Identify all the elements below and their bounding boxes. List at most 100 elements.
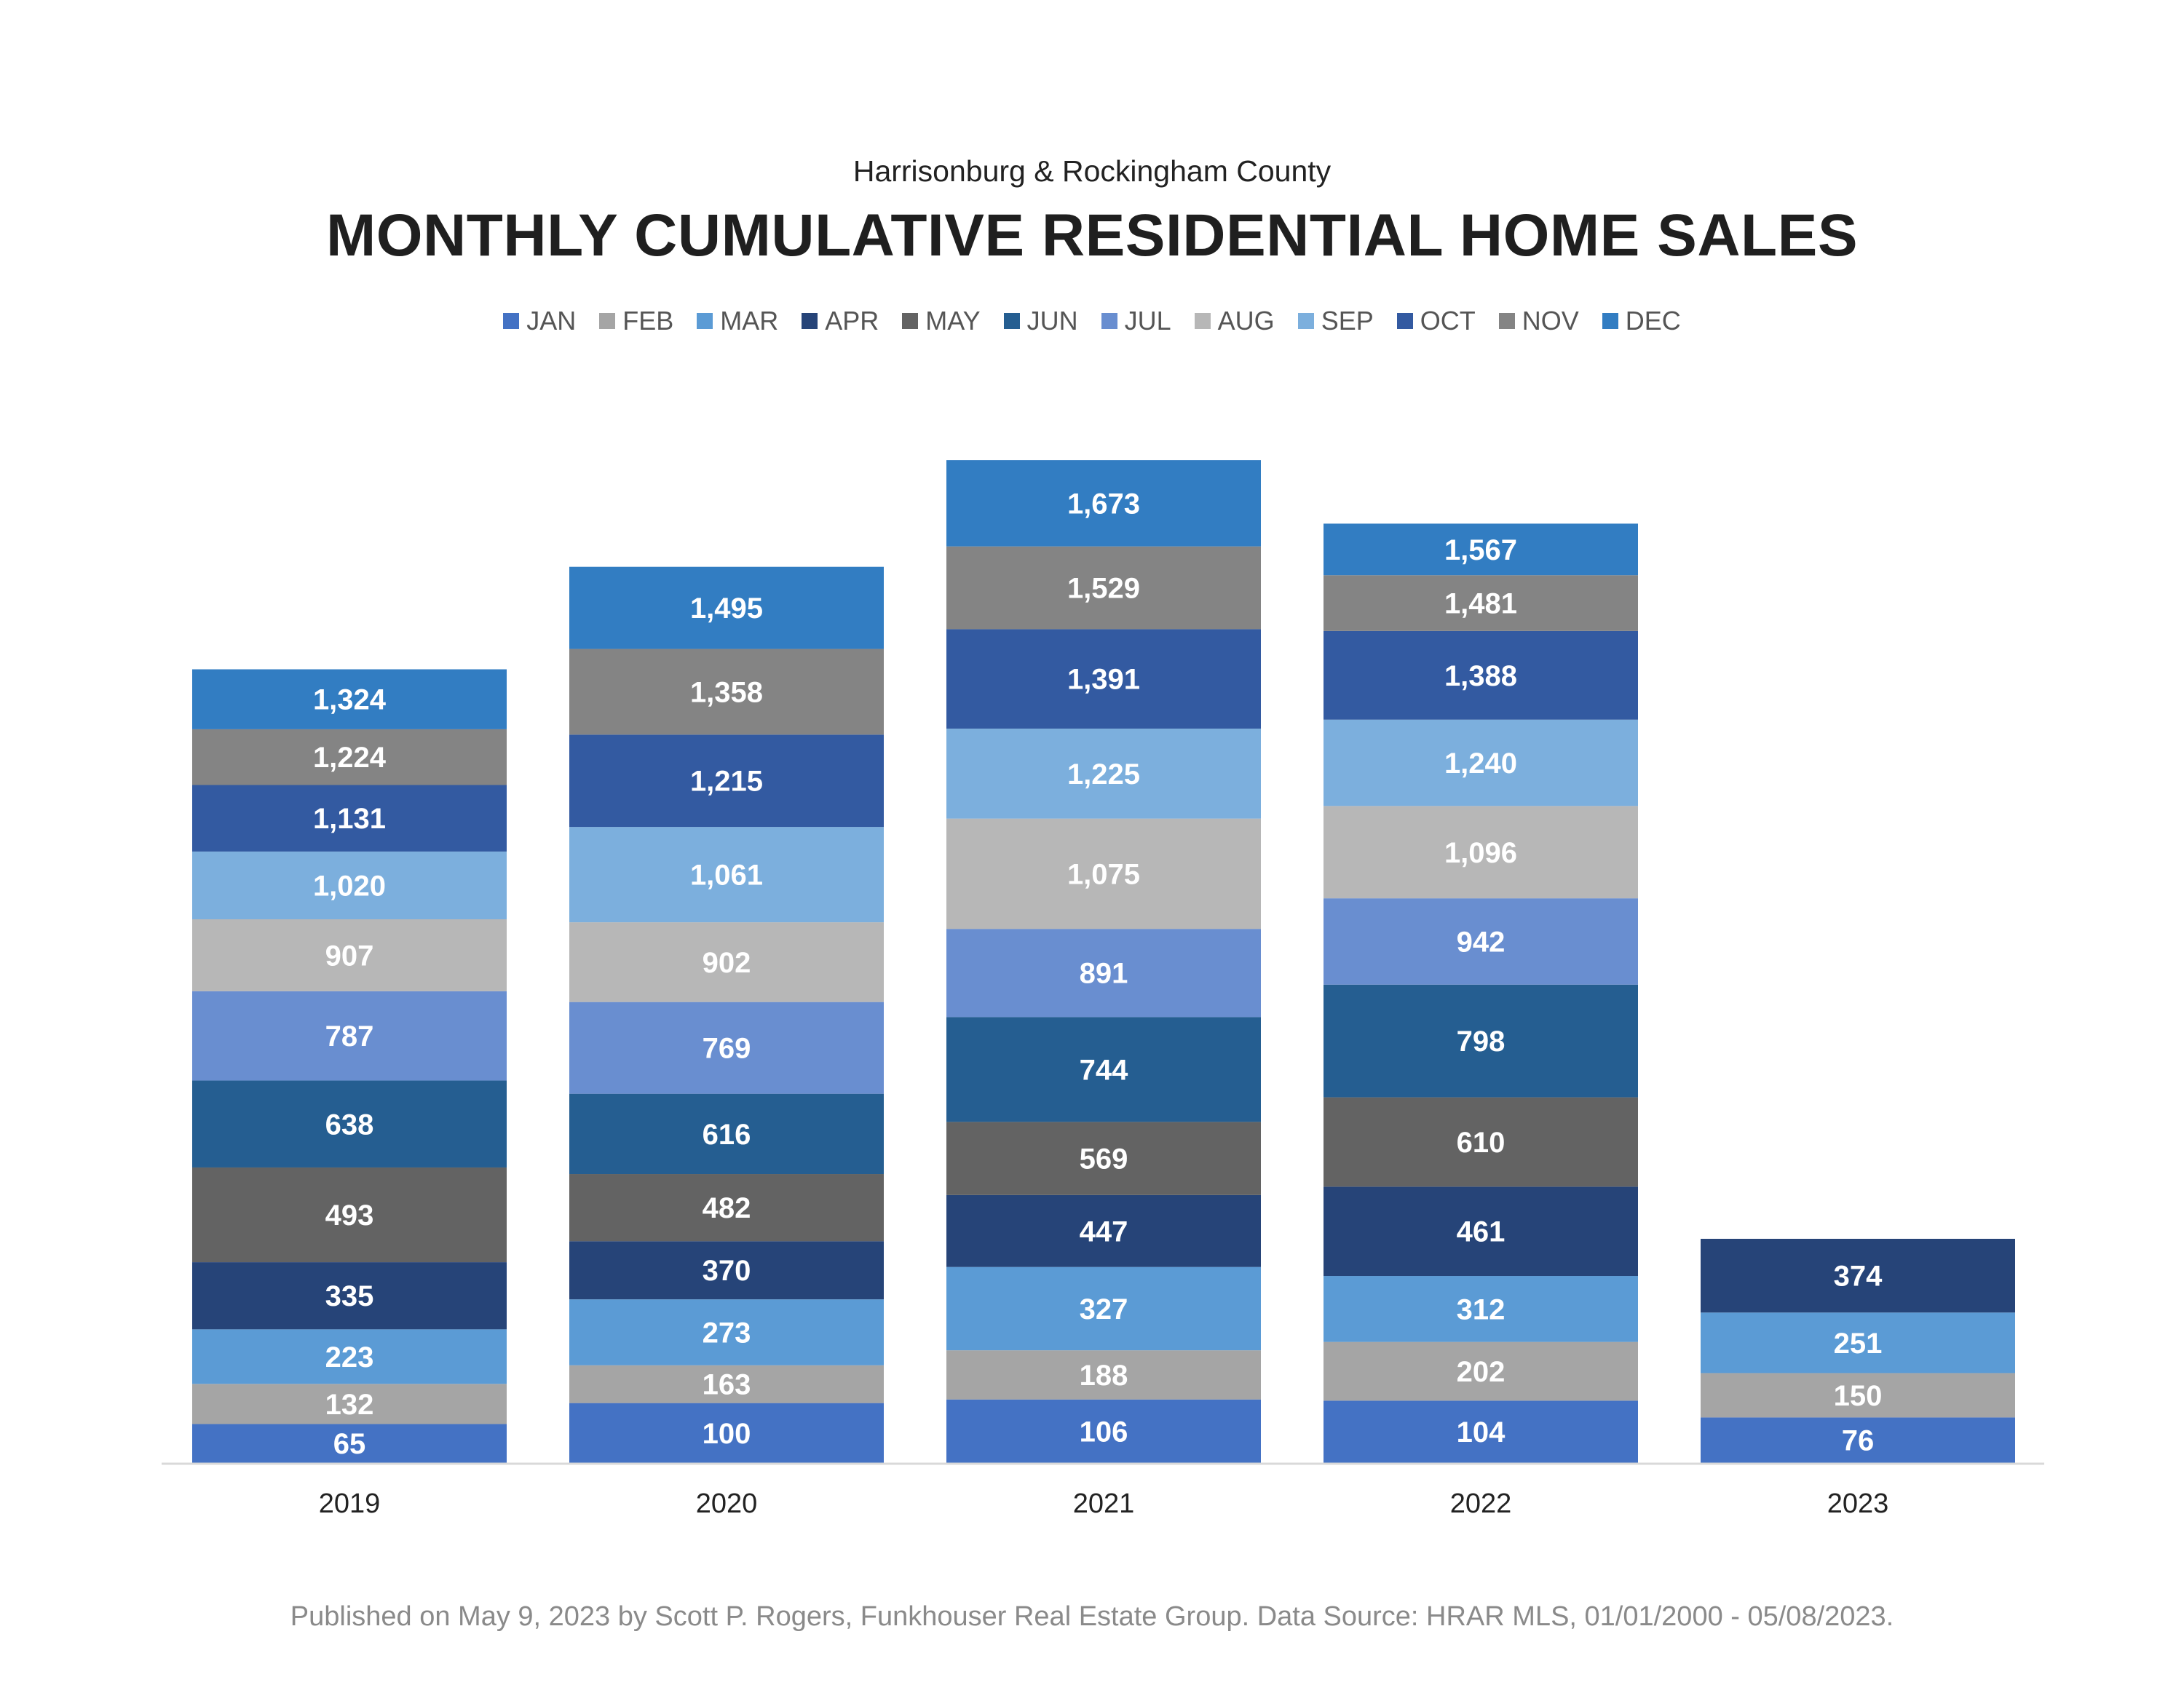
legend-label: JAN [526, 306, 577, 336]
bar-segment-aug-2019 [192, 919, 507, 991]
bar-segment-mar-2021 [946, 1266, 1261, 1351]
data-label: 327 [1080, 1293, 1128, 1325]
bar-segment-aug-2021 [946, 818, 1261, 929]
legend-item-apr: APR [802, 306, 879, 336]
bar-segment-mar-2022 [1324, 1276, 1638, 1342]
legend-label: DEC [1625, 306, 1681, 336]
bar-segment-jun-2021 [946, 1017, 1261, 1122]
bar-segment-dec-2021 [946, 460, 1261, 547]
legend-label: MAR [720, 306, 779, 336]
data-label: 1,391 [1067, 664, 1140, 696]
bar-segment-jul-2020 [569, 1002, 884, 1094]
bar-segment-aug-2022 [1324, 806, 1638, 899]
bar-segment-sep-2020 [569, 827, 884, 923]
data-label: 942 [1457, 926, 1506, 958]
legend-item-nov: NOV [1498, 306, 1579, 336]
bar-segment-dec-2020 [569, 566, 884, 649]
legend-swatch [503, 313, 520, 329]
bar-segment-dec-2022 [1324, 523, 1638, 576]
bar-segment-may-2021 [946, 1122, 1261, 1195]
data-label: 907 [325, 940, 374, 972]
legend-swatch [697, 313, 713, 329]
legend-item-feb: FEB [599, 306, 673, 336]
data-label: 374 [1834, 1261, 1883, 1293]
legend-swatch [1297, 313, 1314, 329]
source-footer: Published on May 9, 2023 by Scott P. Rog… [290, 1601, 1894, 1632]
legend-label: MAY [925, 306, 981, 336]
data-label: 1,324 [313, 684, 387, 716]
data-label: 163 [703, 1369, 751, 1401]
legend-item-jun: JUN [1003, 306, 1078, 336]
data-label: 1,215 [690, 766, 763, 798]
x-tick-label: 2021 [1073, 1488, 1135, 1519]
legend-swatch [1003, 313, 1020, 329]
bar-segment-dec-2019 [192, 669, 507, 729]
legend-label: SEP [1321, 306, 1374, 336]
data-label: 616 [703, 1119, 751, 1151]
data-label: 1,673 [1067, 488, 1140, 520]
bar-segment-nov-2020 [569, 649, 884, 735]
bar-segment-sep-2021 [946, 729, 1261, 819]
legend-item-jan: JAN [503, 306, 576, 336]
legend-item-oct: OCT [1396, 306, 1476, 336]
bar-segment-feb-2023 [1701, 1373, 2015, 1418]
data-label: 902 [703, 947, 751, 979]
bar-segment-mar-2020 [569, 1299, 884, 1365]
bar-segment-nov-2019 [192, 729, 507, 785]
bar-segment-feb-2022 [1324, 1341, 1638, 1401]
data-label: 76 [1842, 1425, 1875, 1457]
data-label: 569 [1080, 1143, 1128, 1175]
data-label: 1,240 [1444, 748, 1517, 780]
data-label: 370 [703, 1255, 751, 1287]
bar-segment-apr-2019 [192, 1262, 507, 1330]
chart-subtitle: Harrisonburg & Rockingham County [852, 154, 1332, 188]
legend-swatch [1396, 313, 1413, 329]
data-label: 312 [1457, 1293, 1506, 1325]
bar-segment-apr-2023 [1701, 1238, 2015, 1313]
legend-label: OCT [1420, 306, 1476, 336]
legend-label: AUG [1217, 306, 1275, 336]
bar-segment-jun-2022 [1324, 984, 1638, 1098]
data-label: 891 [1080, 958, 1128, 990]
data-label: 482 [703, 1192, 751, 1224]
bar-segment-sep-2019 [192, 851, 507, 919]
data-label: 132 [325, 1389, 374, 1421]
legend-swatch [902, 313, 919, 329]
bar-segment-mar-2023 [1701, 1312, 2015, 1373]
bar-segment-may-2020 [569, 1174, 884, 1242]
bar-segment-oct-2021 [946, 629, 1261, 729]
bar-segment-oct-2020 [569, 734, 884, 828]
data-label: 1,225 [1067, 758, 1140, 790]
bar-segment-jan-2022 [1324, 1400, 1638, 1463]
bar-segment-feb-2020 [569, 1365, 884, 1403]
bar-segment-mar-2019 [192, 1329, 507, 1384]
chart-legend: JAN FEB MAR APR MAY JUN JUL AUG SEP OCT NOV DEC [0, 306, 2184, 336]
bar-segment-jan-2020 [569, 1403, 884, 1463]
bar-segment-nov-2021 [946, 546, 1261, 630]
data-label: 1,388 [1444, 660, 1517, 692]
data-label: 787 [325, 1020, 374, 1052]
bar-segment-apr-2022 [1324, 1186, 1638, 1277]
data-label: 335 [325, 1280, 374, 1312]
data-label: 273 [703, 1317, 751, 1349]
legend-item-sep: SEP [1297, 306, 1374, 336]
data-label: 638 [325, 1109, 374, 1141]
data-label: 1,567 [1444, 534, 1517, 566]
bar-segment-feb-2021 [946, 1350, 1261, 1400]
bar-segment-may-2019 [192, 1167, 507, 1263]
legend-label: APR [825, 306, 879, 336]
data-label: 223 [325, 1341, 374, 1373]
data-label: 1,061 [690, 860, 763, 892]
legend-swatch [599, 313, 616, 329]
data-label: 1,131 [313, 803, 386, 835]
legend-swatch [1602, 313, 1618, 329]
legend-label: NOV [1522, 306, 1579, 336]
data-label: 100 [703, 1418, 751, 1450]
data-label: 65 [333, 1428, 366, 1460]
data-label: 1,075 [1067, 858, 1140, 890]
legend-item-may: MAY [902, 306, 981, 336]
bar-segment-jan-2023 [1701, 1417, 2015, 1463]
bar-segment-jul-2022 [1324, 898, 1638, 985]
data-label: 188 [1080, 1360, 1128, 1392]
